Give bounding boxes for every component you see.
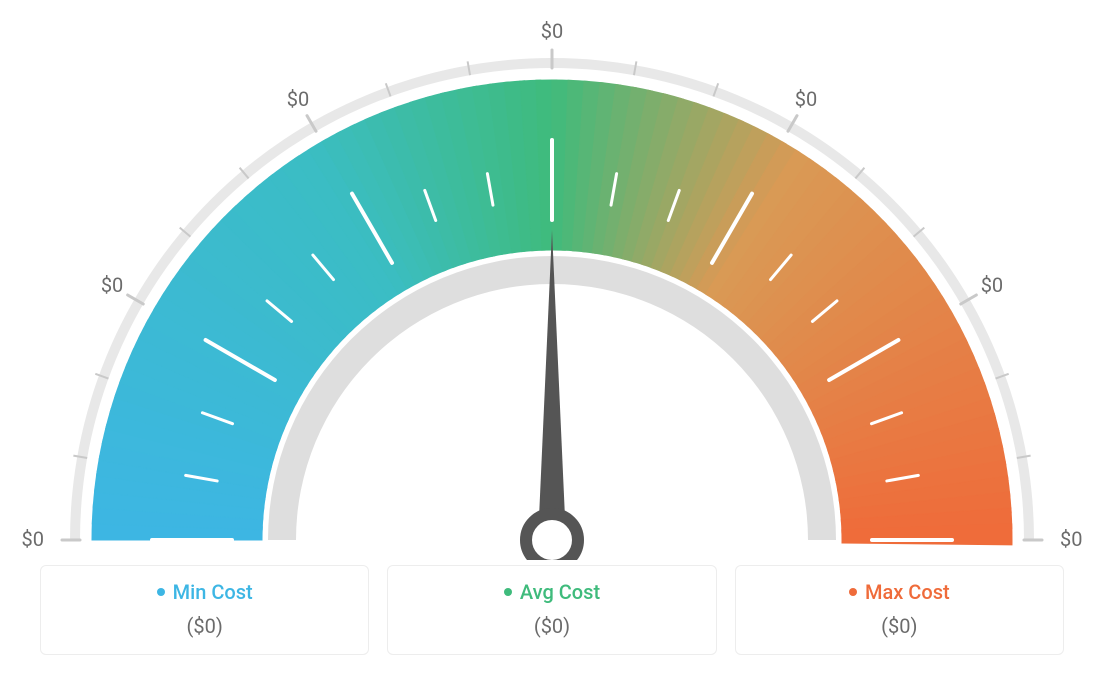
legend-max-label: Max Cost (849, 580, 950, 604)
legend-avg-dot-icon (504, 588, 512, 596)
legend-avg-value: ($0) (398, 614, 705, 638)
gauge-tick-label: $0 (22, 527, 44, 551)
legend-min-label: Min Cost (157, 580, 253, 604)
legend-max-value: ($0) (746, 614, 1053, 638)
legend-max: Max Cost ($0) (735, 565, 1064, 655)
gauge-tick-label: $0 (101, 273, 123, 297)
gauge-needle-hub (526, 514, 578, 560)
gauge-tick-label: $0 (287, 87, 309, 111)
legend-min: Min Cost ($0) (40, 565, 369, 655)
gauge-tick-label: $0 (541, 19, 563, 43)
gauge-tick-label: $0 (981, 273, 1003, 297)
gauge-tick-label: $0 (795, 87, 817, 111)
legend-avg-label: Avg Cost (504, 580, 600, 604)
legend-avg: Avg Cost ($0) (387, 565, 716, 655)
legend-min-text: Min Cost (173, 580, 253, 604)
legend-min-dot-icon (157, 588, 165, 596)
legend-max-text: Max Cost (865, 580, 950, 604)
gauge-tick-label: $0 (1060, 527, 1082, 551)
legend-min-value: ($0) (51, 614, 358, 638)
legend-max-dot-icon (849, 588, 857, 596)
legend-avg-text: Avg Cost (520, 580, 600, 604)
legend-row: Min Cost ($0) Avg Cost ($0) Max Cost ($0… (40, 565, 1064, 655)
cost-gauge: $0 $0 $0 $0 $0 $0 $0 (0, 0, 1104, 560)
